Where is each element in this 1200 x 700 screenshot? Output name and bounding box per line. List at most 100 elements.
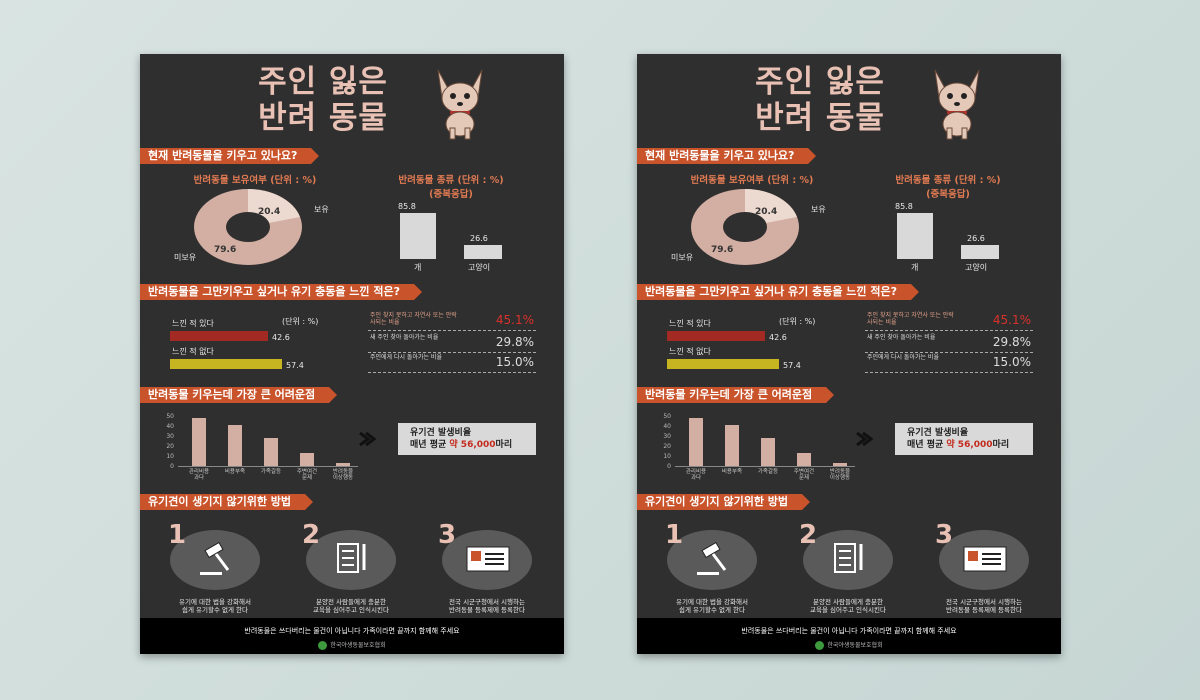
method1-text: 유기에 대한 법을 강화해서 쉽게 유기할수 없게 한다	[179, 598, 251, 614]
felt-no-bar	[170, 359, 282, 369]
difficulty-bar	[689, 418, 703, 466]
stat-row-1: 주인 찾지 못하고 자연사 또는 안락사되는 비율 45.1%	[368, 312, 536, 331]
stat-row-1: 주인 찾지 못하고 자연사 또는 안락사되는 비율 45.1%	[865, 312, 1033, 331]
y-tick-label: 20	[166, 443, 174, 450]
difficulty-x-label: 관리비용 과다	[188, 469, 210, 481]
difficulty-bar	[725, 425, 739, 466]
y-tick-label: 30	[663, 433, 671, 440]
chihuahua-icon	[934, 69, 980, 140]
types-chart-title: 반려동물 종류 (단위 : %) (중복응답)	[398, 175, 504, 200]
felt-no-value: 57.4	[286, 361, 304, 370]
method2-circle	[306, 530, 396, 590]
y-tick-label: 50	[166, 413, 174, 420]
abandonment-rate-callout: 유기견 발생비율 매년 평균 약 56,000마리	[895, 423, 1033, 455]
y-tick-label: 20	[663, 443, 671, 450]
gavel-icon	[697, 542, 727, 575]
difficulty-bar	[797, 453, 811, 466]
method2-number: 2	[799, 520, 818, 550]
registration-card-icon	[466, 546, 510, 572]
ownership-chart-title: 반려동물 보유여부 (단위 : %)	[193, 175, 317, 186]
method3-number: 3	[438, 520, 457, 550]
difficulty-x-label: 주변여건 문제	[296, 469, 318, 481]
method1-circle	[667, 530, 757, 590]
dog-label: 개	[911, 263, 919, 272]
title-line1: 주인 잃은	[755, 64, 885, 100]
y-tick-label: 0	[667, 463, 671, 470]
difficulty-bar	[264, 438, 278, 466]
felt-yes-label: 느낀 적 있다	[669, 319, 711, 328]
checklist-icon	[337, 543, 366, 573]
method1-number: 1	[168, 520, 187, 550]
y-tick-label: 40	[663, 423, 671, 430]
org-logo-icon	[318, 641, 328, 650]
felt-no-label: 느낀 적 없다	[172, 347, 214, 356]
dog-value: 85.8	[895, 202, 913, 211]
poster-title: 주인 잃은 반려 동물	[218, 64, 428, 136]
own-value: 20.4	[258, 207, 281, 217]
method1-text: 유기에 대한 법을 강화해서 쉽게 유기할수 없게 한다	[676, 598, 748, 614]
section-abandon-urge: 반려동물을 그만키우고 싶거나 유기 충동을 느낀 적은?	[637, 284, 919, 300]
y-tick-label: 0	[170, 463, 174, 470]
difficulty-bar-chart: 50 40 30 20 10 0 관리비용 과다 비용부족 가족갈등 주변여건 문제 반려동물 이상…	[659, 412, 869, 492]
dog-label: 개	[414, 263, 422, 272]
difficulty-bar	[761, 438, 775, 466]
y-tick-label: 40	[166, 423, 174, 430]
registration-card-icon	[963, 546, 1007, 572]
cat-value: 26.6	[967, 234, 985, 243]
felt-yes-bar	[667, 331, 765, 341]
difficulty-x-label: 관리비용 과다	[685, 469, 707, 481]
method2-circle	[803, 530, 893, 590]
difficulty-x-label: 반려동물 이상행동	[829, 469, 851, 481]
method3-text: 전국 시군구청에서 시행하는 반려동물 등록제에 등록한다	[449, 598, 525, 614]
felt-no-value: 57.4	[783, 361, 801, 370]
difficulty-bar	[192, 418, 206, 466]
cat-bar	[464, 245, 502, 259]
stat-row-2: 새 주인 찾아 돌아가는 비율 29.8%	[865, 334, 1033, 353]
not-own-value: 79.6	[214, 245, 237, 255]
difficulty-x-label: 가족갈등	[260, 469, 282, 475]
dog-bar	[897, 213, 933, 259]
stat-row-2: 새 주인 찾아 돌아가는 비율 29.8%	[368, 334, 536, 353]
method3-circle	[939, 530, 1029, 590]
section-prevention: 유기견이 생기지 않기위한 방법	[140, 494, 314, 510]
difficulty-bar	[228, 425, 242, 466]
ownership-donut-chart	[691, 189, 799, 265]
poster-left: 주인 잃은 반려 동물 현재 반려동물을 키우고 있나요? 반려동물 보유여부 …	[140, 54, 564, 654]
felt-yes-label: 느낀 적 있다	[172, 319, 214, 328]
checklist-icon	[834, 543, 863, 573]
x-axis-line	[178, 466, 358, 467]
abandonment-rate-callout: 유기견 발생비율 매년 평균 약 56,000마리	[398, 423, 536, 455]
stat-row-3: 주인에게 다시 돌아가는 비율 15.0%	[865, 354, 1033, 373]
title-line1: 주인 잃은	[258, 64, 388, 100]
arrow-right-icon	[856, 431, 873, 447]
own-value: 20.4	[755, 207, 778, 217]
felt-yes-value: 42.6	[769, 333, 787, 342]
ownership-chart-title: 반려동물 보유여부 (단위 : %)	[690, 175, 814, 186]
own-label: 보유	[811, 205, 826, 214]
x-axis-line	[675, 466, 855, 467]
cat-label: 고양이	[965, 263, 988, 272]
difficulty-x-label: 비용부족	[721, 469, 743, 475]
difficulty-x-label: 반려동물 이상행동	[332, 469, 354, 481]
poster-title: 주인 잃은 반려 동물	[715, 64, 925, 136]
y-tick-label: 50	[663, 413, 671, 420]
unit-label: (단위 : %)	[779, 317, 816, 326]
y-tick-label: 10	[166, 453, 174, 460]
difficulty-bar	[833, 463, 847, 466]
section-ownership: 현재 반려동물을 키우고 있나요?	[637, 148, 817, 164]
title-line2: 반려 동물	[258, 100, 388, 136]
footer-org: 한국야생동물보호협회	[637, 640, 1061, 650]
section-ownership: 현재 반려동물을 키우고 있나요?	[140, 148, 320, 164]
types-chart-title: 반려동물 종류 (단위 : %) (중복응답)	[895, 175, 1001, 200]
footer-org: 한국야생동물보호협회	[140, 640, 564, 650]
felt-yes-value: 42.6	[272, 333, 290, 342]
y-tick-label: 30	[166, 433, 174, 440]
method1-circle	[170, 530, 260, 590]
method2-number: 2	[302, 520, 321, 550]
method2-text: 분양전 사람들에게 충분한 교육을 심어주고 인식시킨다	[313, 598, 389, 614]
org-logo-icon	[815, 641, 825, 650]
difficulty-bar	[300, 453, 314, 466]
footer-message: 반려동물은 쓰다버리는 물건이 아닙니다 가족이라면 끝까지 함께해 주세요	[244, 627, 460, 635]
dog-value: 85.8	[398, 202, 416, 211]
cat-bar	[961, 245, 999, 259]
